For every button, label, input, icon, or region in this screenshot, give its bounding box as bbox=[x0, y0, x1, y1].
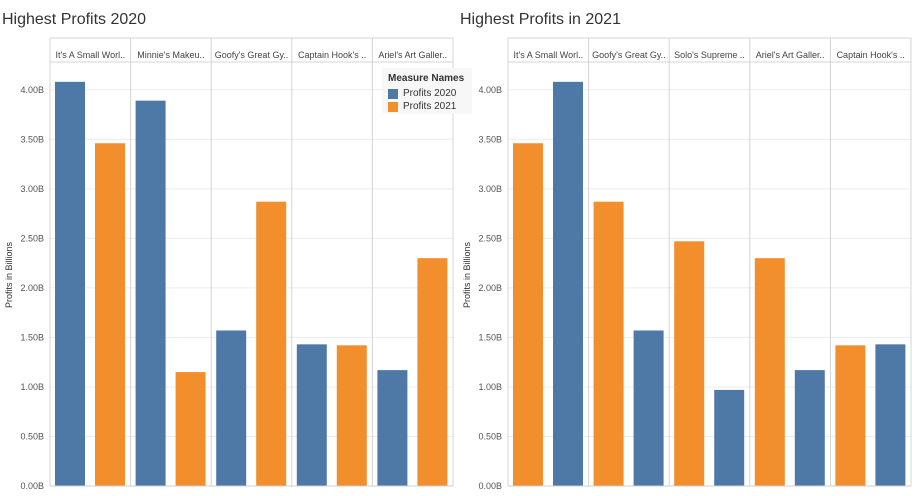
bar-profits-2021 bbox=[417, 258, 448, 486]
y-axis-title: Profits in Billions bbox=[462, 241, 472, 308]
bar-profits-2020 bbox=[377, 370, 408, 486]
legend-swatch-2020 bbox=[388, 88, 398, 99]
y-tick-label: 3.00B bbox=[478, 184, 502, 194]
bar-profits-2020 bbox=[875, 344, 906, 486]
legend[interactable]: Measure Names Profits 2020 Profits 2021 bbox=[382, 68, 472, 114]
y-tick-label: 3.50B bbox=[20, 134, 44, 144]
y-tick-label: 1.50B bbox=[20, 332, 44, 342]
y-tick-label: 4.00B bbox=[478, 85, 502, 95]
category-label: Captain Hook's .. bbox=[298, 50, 366, 60]
bar-profits-2021 bbox=[674, 241, 705, 486]
y-tick-label: 3.50B bbox=[478, 134, 502, 144]
category-label: Goofy's Great Gy.. bbox=[592, 50, 666, 60]
y-tick-label: 1.50B bbox=[478, 332, 502, 342]
bar-profits-2021 bbox=[513, 143, 543, 486]
y-tick-label: 4.00B bbox=[20, 85, 44, 95]
category-label: Ariel's Art Galler.. bbox=[378, 50, 447, 60]
chart-2020: 0.00B 0.50B 1.00B 1.50B 2.00B 2.50B 3.00B 3.50B… bbox=[4, 37, 454, 491]
category-label: It's A Small Worl.. bbox=[56, 50, 126, 60]
y-tick-label: 1.00B bbox=[478, 382, 502, 392]
legend-item-profits-2021[interactable]: Profits 2021 bbox=[388, 101, 456, 112]
y-tick-label: 0.50B bbox=[478, 431, 502, 441]
y-tick-label: 0.00B bbox=[20, 481, 44, 491]
chart-2021: 0.00B 0.50B 1.00B 1.50B 2.00B 2.50B 3.00B 3.50B… bbox=[462, 37, 912, 491]
bar-profits-2020 bbox=[714, 389, 745, 486]
category-label: Goofy's Great Gy.. bbox=[215, 50, 289, 60]
bar-profits-2021 bbox=[835, 345, 866, 486]
bar-profits-2021 bbox=[754, 258, 785, 486]
y-tick-label: 2.00B bbox=[478, 283, 502, 293]
category-label: It's A Small Worl.. bbox=[514, 50, 584, 60]
category-label: Minnie's Makeu.. bbox=[137, 50, 204, 60]
legend-label-2021: Profits 2021 bbox=[403, 101, 457, 112]
y-tick-label: 2.50B bbox=[478, 233, 502, 243]
bar-profits-2021 bbox=[336, 345, 367, 486]
y-tick-label: 2.50B bbox=[20, 233, 44, 243]
legend-title: Measure Names bbox=[388, 73, 465, 84]
bar-profits-2021 bbox=[256, 201, 287, 486]
bar-profits-2020 bbox=[216, 330, 247, 486]
bar-profits-2020 bbox=[296, 344, 327, 486]
bar-profits-2020 bbox=[135, 100, 166, 486]
y-tick-label: 0.50B bbox=[20, 431, 44, 441]
category-label: Solo's Supreme .. bbox=[674, 50, 745, 60]
y-tick-label: 0.00B bbox=[478, 481, 502, 491]
bar-profits-2020 bbox=[553, 81, 583, 486]
y-tick-label: 3.00B bbox=[20, 184, 44, 194]
bar-profits-2021 bbox=[593, 201, 624, 486]
y-tick-label: 2.00B bbox=[20, 283, 44, 293]
y-tick-label: 1.00B bbox=[20, 382, 44, 392]
category-label: Captain Hook's .. bbox=[837, 50, 905, 60]
bar-profits-2021 bbox=[95, 143, 125, 486]
category-label: Ariel's Art Galler.. bbox=[756, 50, 825, 60]
bar-profits-2020 bbox=[55, 81, 85, 486]
legend-label-2020: Profits 2020 bbox=[403, 88, 457, 99]
chart-title-2020: Highest Profits 2020 bbox=[2, 11, 147, 28]
legend-item-profits-2020[interactable]: Profits 2020 bbox=[388, 88, 456, 99]
chart-title-2021: Highest Profits in 2021 bbox=[460, 11, 621, 28]
bar-profits-2021 bbox=[175, 372, 206, 486]
bar-profits-2020 bbox=[633, 330, 664, 486]
y-axis-title: Profits in Billions bbox=[4, 241, 14, 308]
legend-swatch-2021 bbox=[388, 101, 398, 112]
bar-profits-2020 bbox=[794, 370, 825, 486]
